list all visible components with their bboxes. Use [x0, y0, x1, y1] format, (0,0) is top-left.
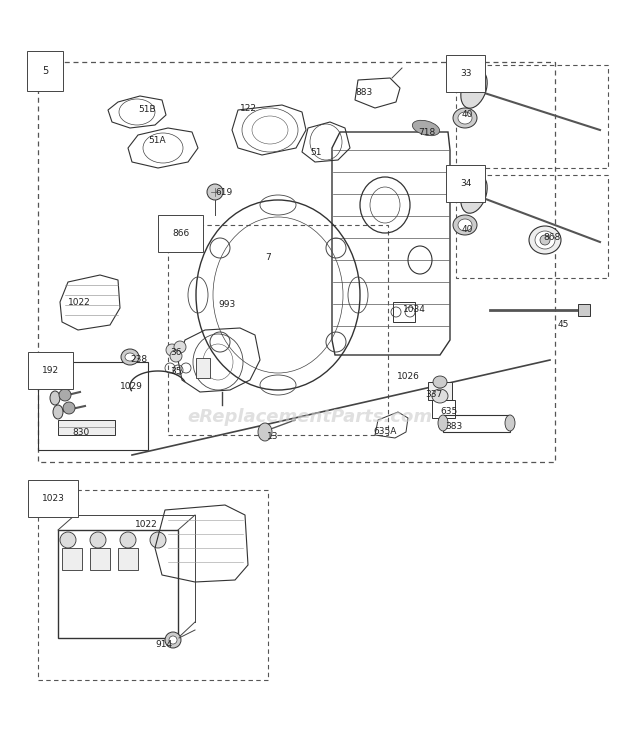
Text: 868: 868 [543, 233, 560, 242]
Ellipse shape [458, 219, 472, 231]
Text: 13: 13 [267, 432, 278, 441]
Ellipse shape [150, 532, 166, 548]
Text: 619: 619 [215, 188, 232, 197]
Text: 122: 122 [240, 104, 257, 113]
Text: 1034: 1034 [403, 305, 426, 314]
Text: 866: 866 [172, 229, 189, 238]
Ellipse shape [433, 376, 447, 388]
Text: 635A: 635A [373, 427, 396, 436]
Bar [443, 415, 510, 432]
Text: 635: 635 [440, 407, 458, 416]
Text: 192: 192 [42, 366, 59, 375]
Ellipse shape [59, 389, 71, 401]
Text: 35: 35 [170, 367, 182, 376]
Ellipse shape [53, 405, 63, 419]
Text: 238: 238 [130, 355, 147, 364]
Text: 718: 718 [418, 128, 435, 137]
Text: 1026: 1026 [397, 372, 420, 381]
Text: 830: 830 [72, 428, 89, 437]
Ellipse shape [90, 532, 106, 548]
Text: eReplacementParts.com: eReplacementParts.com [187, 408, 433, 426]
Text: 33: 33 [460, 69, 471, 78]
Bar [118, 548, 138, 570]
Ellipse shape [458, 112, 472, 124]
Ellipse shape [50, 391, 60, 405]
Ellipse shape [170, 350, 182, 362]
Bar [38, 62, 555, 462]
Ellipse shape [207, 184, 223, 200]
Text: 883: 883 [355, 88, 372, 97]
Text: 7: 7 [265, 253, 271, 262]
Ellipse shape [432, 389, 448, 403]
Text: 993: 993 [218, 300, 235, 309]
Ellipse shape [165, 632, 181, 648]
Bar [456, 175, 608, 278]
Bar [58, 420, 115, 435]
Bar [90, 548, 110, 570]
Text: 51B: 51B [138, 105, 156, 114]
Text: 45: 45 [558, 320, 569, 329]
Text: 1023: 1023 [42, 494, 65, 503]
Text: 5: 5 [42, 66, 48, 76]
Bar [428, 382, 452, 400]
Ellipse shape [540, 235, 550, 245]
Text: 383: 383 [445, 422, 463, 431]
Ellipse shape [121, 349, 139, 365]
Text: 34: 34 [460, 179, 471, 188]
Bar [456, 65, 608, 168]
Ellipse shape [169, 636, 177, 644]
Ellipse shape [461, 70, 487, 108]
Ellipse shape [461, 175, 487, 214]
Ellipse shape [412, 121, 440, 135]
Text: 1022: 1022 [68, 298, 91, 307]
Ellipse shape [535, 231, 555, 249]
Bar [38, 490, 268, 680]
Text: 51: 51 [310, 148, 322, 157]
Bar [432, 400, 455, 418]
Ellipse shape [505, 415, 515, 431]
Ellipse shape [125, 353, 135, 361]
Ellipse shape [60, 532, 76, 548]
Text: 1029: 1029 [120, 382, 143, 391]
Ellipse shape [453, 215, 477, 235]
Ellipse shape [120, 532, 136, 548]
Bar [393, 302, 415, 322]
Text: 36: 36 [170, 348, 182, 357]
Text: 914: 914 [155, 640, 172, 649]
Ellipse shape [453, 108, 477, 128]
Text: 1022: 1022 [135, 520, 157, 529]
Bar [578, 304, 590, 316]
Text: 40: 40 [462, 225, 474, 234]
Ellipse shape [258, 423, 272, 441]
Text: 337: 337 [425, 390, 442, 399]
Bar [196, 358, 210, 378]
Ellipse shape [438, 415, 448, 431]
Bar [38, 362, 148, 450]
Bar [58, 530, 178, 638]
Ellipse shape [63, 402, 75, 414]
Text: 40: 40 [462, 110, 474, 119]
Ellipse shape [174, 341, 186, 353]
Bar [62, 548, 82, 570]
Ellipse shape [529, 226, 561, 254]
Ellipse shape [166, 344, 178, 356]
Bar [168, 225, 388, 435]
Text: 51A: 51A [148, 136, 166, 145]
